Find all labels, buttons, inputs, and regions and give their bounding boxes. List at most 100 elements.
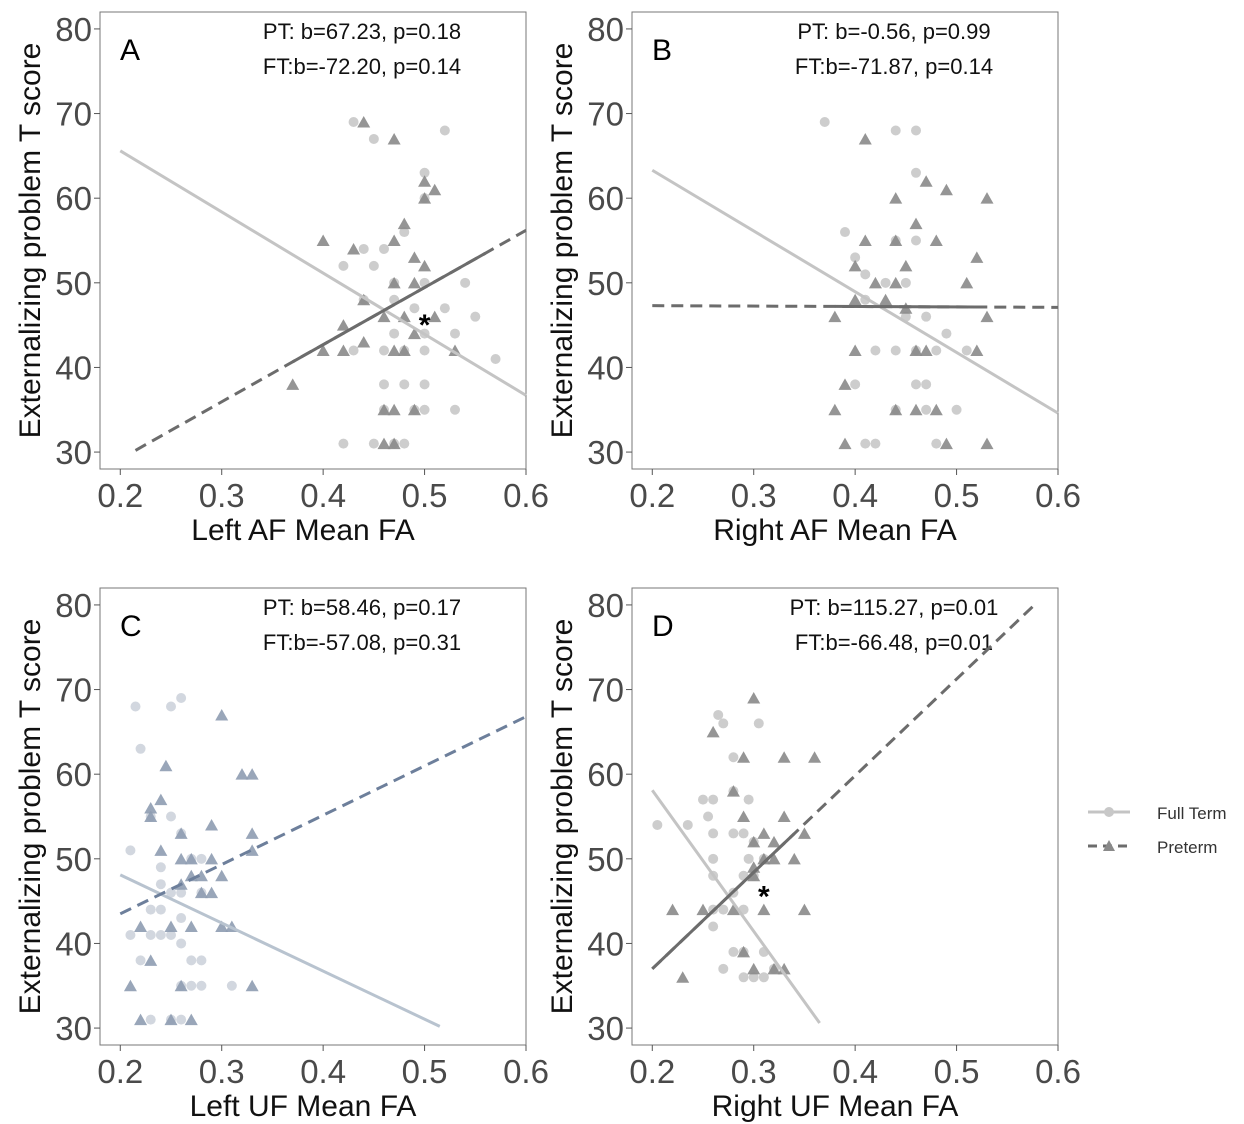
x-tick-label: 0.3 (731, 477, 777, 514)
data-point (347, 242, 361, 255)
data-point (728, 828, 739, 839)
data-point (737, 751, 751, 763)
panel-c: 30 40 50 60 70 80 0.2 0.3 0.4 0.5 0.6 Left UF Mean … (14, 587, 549, 1123)
data-point (708, 921, 719, 932)
data-point (387, 403, 401, 416)
data-point (419, 404, 430, 415)
data-point (215, 708, 229, 721)
data-point (450, 328, 460, 339)
data-point (377, 403, 391, 416)
plot-area (99, 587, 527, 1046)
stat-annotation: FT:b=-71.87, p=0.14 (795, 54, 993, 79)
data-point (919, 175, 933, 187)
data-point (868, 276, 882, 289)
series-full-term (652, 709, 779, 983)
data-point (316, 234, 330, 246)
data-point (797, 827, 811, 839)
data-point (738, 828, 749, 839)
data-point (909, 344, 923, 357)
y-tick-label: 60 (587, 756, 624, 793)
data-point (726, 785, 740, 797)
data-point (439, 125, 450, 136)
stat-annotation: FT:b=-57.08, p=0.31 (263, 630, 461, 655)
data-point (155, 904, 166, 915)
x-tick-label: 0.2 (97, 477, 143, 514)
data-point (767, 835, 781, 848)
data-point (980, 310, 994, 323)
data-point (174, 852, 188, 865)
y-tick-label: 40 (55, 349, 92, 386)
data-point (941, 328, 952, 339)
data-point (490, 353, 501, 364)
y-axis-label: Externalizing problem T score (546, 43, 579, 439)
x-tick-label: 0.2 (629, 1053, 675, 1090)
data-point (377, 437, 391, 450)
y-tick-label: 50 (587, 841, 624, 878)
data-point (703, 811, 714, 822)
data-point (879, 293, 893, 306)
stat-annotation: FT:b=-66.48, p=0.01 (795, 630, 993, 655)
data-point (144, 954, 158, 966)
data-point (407, 276, 421, 289)
x-tick-label: 0.5 (934, 1053, 980, 1090)
y-tick-label: 50 (587, 265, 624, 302)
plot-area (99, 11, 527, 470)
panel-letter: C (120, 610, 142, 643)
y-tick-label: 40 (587, 349, 624, 386)
data-point (921, 404, 932, 415)
data-point (919, 344, 933, 357)
data-point (397, 344, 411, 357)
stat-annotation: FT:b=-72.20, p=0.14 (263, 54, 461, 79)
data-point (348, 345, 359, 356)
data-point (450, 404, 460, 415)
data-point (134, 920, 148, 933)
data-point (708, 828, 719, 839)
data-point (753, 718, 764, 729)
data-point (245, 827, 259, 839)
data-point (357, 336, 371, 348)
data-point (166, 929, 176, 940)
data-point (960, 276, 974, 289)
x-tick-label: 0.5 (402, 1053, 448, 1090)
data-point (215, 869, 229, 882)
data-point (166, 887, 176, 898)
data-point (399, 379, 410, 390)
y-tick-label: 70 (55, 96, 92, 133)
data-point (718, 904, 729, 915)
x-tick-label: 0.6 (1035, 1053, 1081, 1090)
data-point (125, 929, 136, 940)
plot-area (631, 11, 1059, 470)
data-point (196, 955, 207, 966)
data-point (870, 345, 881, 356)
data-point (767, 962, 781, 975)
data-point (186, 980, 197, 991)
data-point (419, 167, 430, 178)
fit-line-full-term (119, 873, 441, 1028)
x-tick-label: 0.2 (629, 477, 675, 514)
data-point (951, 404, 962, 415)
fit-line-full-term (651, 789, 821, 1024)
data-point (428, 183, 442, 196)
data-point (286, 378, 300, 390)
data-point (840, 227, 850, 238)
data-point (144, 810, 158, 822)
data-point (159, 759, 173, 772)
data-point (848, 344, 862, 357)
data-point (205, 886, 219, 899)
x-axis-label: Left AF Mean FA (191, 514, 414, 547)
data-point (880, 277, 891, 288)
fit-line-preterm-observed-range (834, 304, 977, 309)
fit-line-preterm (652, 304, 1059, 309)
x-axis-label: Right AF Mean FA (713, 514, 956, 547)
data-point (748, 972, 759, 983)
data-point (909, 403, 923, 416)
data-point (889, 192, 903, 204)
data-point (819, 117, 830, 128)
x-tick-label: 0.5 (402, 477, 448, 514)
data-point (889, 276, 903, 289)
data-point (145, 904, 156, 915)
panel-letter: D (652, 610, 674, 643)
panel-a: 30 40 50 60 70 80 0.2 0.3 0.4 0.5 0.6 Left AF Mean … (14, 11, 549, 547)
data-point (743, 794, 754, 805)
